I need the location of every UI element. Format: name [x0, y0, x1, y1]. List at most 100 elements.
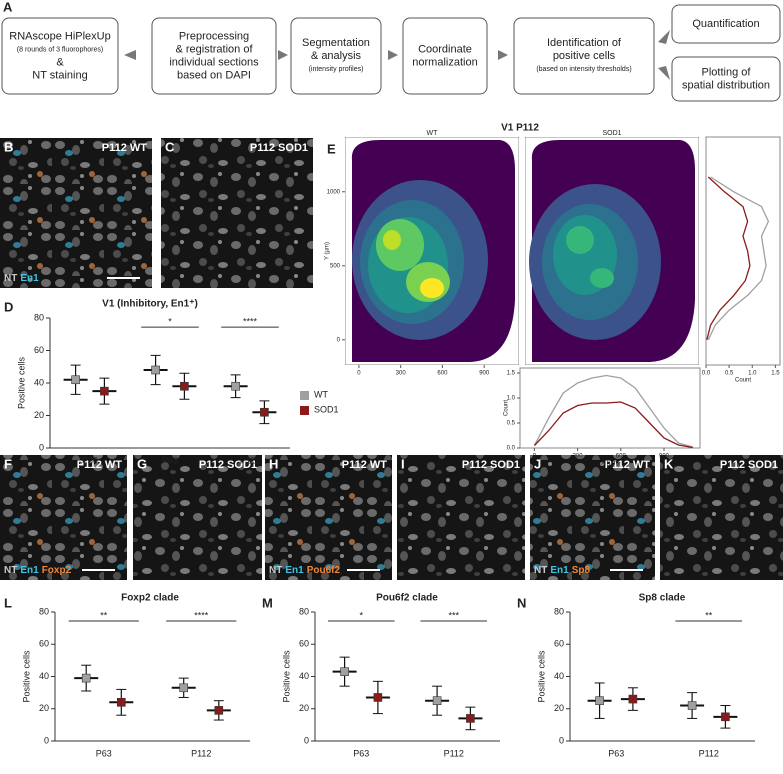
- panel-letter: C: [165, 139, 175, 154]
- y-tick-label: 0.0: [507, 446, 516, 452]
- series-line: [533, 401, 693, 449]
- y-tick-label: 80: [554, 606, 564, 616]
- panel-letter: F: [4, 456, 12, 471]
- mean-marker: [214, 706, 224, 715]
- stain-label: NT En1 Pou6f2: [269, 565, 340, 576]
- y-axis-label: Positive cells: [16, 356, 26, 409]
- significance-label: ****: [243, 316, 258, 326]
- mean-marker: [151, 365, 160, 375]
- y-tick-label: 40: [39, 671, 49, 681]
- mean-marker: [628, 694, 638, 704]
- mean-marker: [373, 693, 383, 702]
- y-tick-label: 20: [39, 703, 49, 713]
- panel-letter: E: [327, 141, 336, 156]
- panel-letter: J: [534, 456, 541, 471]
- subplot-title: SOD1: [602, 130, 621, 137]
- stain-word: NT: [534, 565, 547, 576]
- plot-frame: [519, 367, 701, 449]
- y-tick-label: 1.5: [507, 371, 516, 377]
- y-tick-label: 60: [39, 639, 49, 649]
- stain-word: Foxp2: [42, 565, 72, 576]
- stain-word: NT: [269, 565, 282, 576]
- flow-text: &: [56, 56, 64, 68]
- x-tick-label: 1.0: [748, 371, 757, 377]
- y-tick-label: 80: [39, 606, 49, 616]
- panel-letter: A: [3, 0, 13, 14]
- x-tick-label: P63: [353, 748, 369, 758]
- stain-label: NT En1 Foxp2: [4, 565, 72, 576]
- chart-title: V1 P112: [501, 123, 539, 134]
- y-tick-label: 80: [299, 606, 309, 616]
- legend-swatch: [300, 391, 309, 400]
- stain-word: Sp8: [572, 565, 591, 576]
- flow-box: [671, 56, 781, 102]
- y-tick-label: 60: [299, 639, 309, 649]
- x-axis-label: Count: [735, 378, 751, 384]
- y-tick-label: 80: [34, 312, 44, 322]
- y-tick-label: 20: [554, 703, 564, 713]
- mean-marker: [466, 714, 475, 723]
- subplot-title: WT: [427, 130, 439, 137]
- y-tick-label: 20: [299, 703, 309, 713]
- flow-text: normalization: [412, 56, 477, 68]
- flow-arrows: [124, 30, 670, 80]
- stain-word: En1: [285, 565, 304, 576]
- micrograph: [530, 455, 655, 580]
- x-tick-label: 900: [659, 454, 670, 460]
- panel-letter: L: [4, 595, 12, 610]
- y-tick-label: 0: [304, 735, 309, 745]
- panel-letter: M: [262, 595, 273, 610]
- x-tick-label: P63: [96, 748, 112, 758]
- image-label: P112 SOD1: [199, 459, 257, 471]
- panel-letter: H: [269, 456, 278, 471]
- x-tick-label: P63: [162, 455, 178, 465]
- y-tick-label: 0: [44, 735, 49, 745]
- density-wt: [345, 137, 519, 365]
- y-axis-label: Positive cells: [21, 650, 31, 703]
- flow-text: (based on intensity thresholds): [536, 66, 631, 73]
- y-tick-label: 1.0: [507, 396, 516, 402]
- x-tick-label: 300: [573, 454, 584, 460]
- legend-swatch: [300, 406, 309, 415]
- image-label: P112 WT: [102, 142, 148, 154]
- panel-letter: D: [4, 299, 13, 314]
- flow-text: Coordinate: [418, 43, 472, 55]
- stain-label: NT En1: [4, 273, 39, 284]
- series-line: [706, 176, 751, 340]
- image-label: P112 WT: [342, 459, 388, 471]
- x-tick-label: 900: [479, 371, 490, 377]
- mean-marker: [595, 696, 604, 705]
- micrograph: [265, 455, 392, 580]
- y-tick-label: 40: [34, 377, 44, 387]
- x-tick-label: 0.5: [725, 371, 734, 377]
- image-label: P112 SOD1: [720, 459, 778, 471]
- panel-letter: K: [664, 456, 674, 471]
- chart-title: Sp8 clade: [639, 593, 686, 604]
- micrograph: [0, 138, 152, 288]
- mean-marker: [71, 375, 80, 385]
- flow-text: positive cells: [553, 50, 616, 62]
- significance-label: **: [705, 610, 713, 620]
- stain-word: En1: [20, 273, 39, 284]
- micrograph: [161, 138, 313, 288]
- flow-text: Preprocessing: [179, 30, 249, 42]
- y-tick-label: 500: [330, 263, 341, 269]
- image-label: P112 SOD1: [250, 142, 308, 154]
- x-tick-label: P112: [444, 748, 464, 758]
- panel-letter: B: [4, 139, 13, 154]
- mean-marker: [180, 381, 189, 391]
- micrograph: [397, 455, 525, 580]
- flow-text: & registration of: [175, 43, 253, 55]
- image-label: P112 WT: [77, 459, 123, 471]
- x-tick-label: P30: [82, 455, 98, 465]
- panel-letter: I: [401, 456, 405, 471]
- image-label: P112 WT: [605, 459, 651, 471]
- chart-title: Pou6f2 clade: [376, 593, 438, 604]
- y-axis-label: Y (µm): [325, 242, 331, 260]
- flow-box: [1, 17, 119, 95]
- flow-text: Quantification: [692, 18, 759, 30]
- flow-text: Segmentation: [302, 37, 370, 49]
- flow-text: (intensity profiles): [309, 66, 364, 73]
- x-tick-label: 0.0: [702, 371, 711, 377]
